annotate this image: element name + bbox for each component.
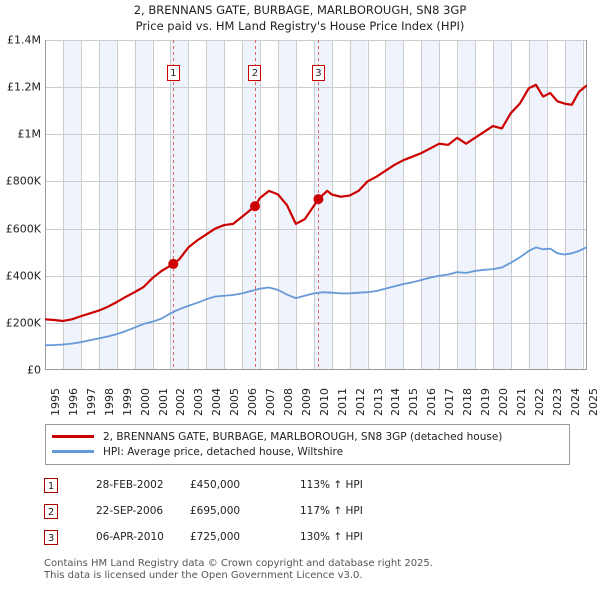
chart-plot-area — [45, 40, 587, 370]
transaction-index-badge: 1 — [44, 477, 58, 493]
year-band — [349, 40, 368, 370]
transaction-hpi-delta: 113% ↑ HPI — [300, 479, 363, 491]
page-title: 2, BRENNANS GATE, BURBAGE, MARLBOROUGH, … — [0, 2, 600, 34]
x-axis-labels: 1995 1996 1997 1998 1999 2000 2001 2002 2003 2004… — [45, 372, 600, 418]
vertical-gridlines — [45, 40, 584, 370]
x-tick-label: 2014 — [389, 388, 403, 416]
y-tick-label: £1M — [17, 127, 42, 141]
x-tick-label: 2018 — [461, 388, 475, 416]
x-tick-label: 2005 — [228, 388, 242, 416]
series-line-price-paid — [45, 83, 587, 323]
x-tick-label: 2006 — [246, 388, 260, 416]
x-tick-label: 2001 — [156, 388, 170, 416]
x-tick-label: 1998 — [102, 388, 116, 416]
x-tick-label: 2022 — [532, 388, 546, 416]
chart-svg — [45, 40, 587, 370]
transaction-date: 28-FEB-2002 — [96, 479, 164, 491]
transaction-index-badge: 2 — [44, 503, 58, 519]
y-tick-label: £400K — [5, 269, 41, 283]
year-band — [98, 40, 117, 370]
x-tick-label: 2002 — [174, 388, 188, 416]
annotation-dot-2[interactable] — [249, 201, 260, 212]
annotation-lines — [173, 40, 319, 370]
x-tick-label: 2021 — [514, 388, 528, 416]
legend-item[interactable]: HPI: Average price, detached house, Wilt… — [52, 444, 563, 459]
table-row[interactable]: 3 06-APR-2010 £725,000 130% ↑ HPI — [44, 524, 464, 550]
transaction-hpi-delta: 130% ↑ HPI — [300, 531, 363, 543]
legend-item[interactable]: 2, BRENNANS GATE, BURBAGE, MARLBOROUGH, … — [52, 429, 563, 444]
series-line-hpi-average — [45, 246, 587, 347]
year-band — [170, 40, 189, 370]
transaction-price: £725,000 — [190, 531, 241, 543]
x-tick-label: 2004 — [210, 388, 224, 416]
x-tick-label: 1999 — [120, 388, 134, 416]
transactions-table: 1 28-FEB-2002 £450,000 113% ↑ HPI 2 22-SEP-20… — [44, 472, 464, 550]
x-tick-label: 1995 — [49, 388, 62, 416]
x-tick-label: 2023 — [550, 388, 564, 416]
x-tick-label: 2003 — [192, 388, 206, 416]
year-band — [492, 40, 511, 370]
x-tick-label: 2015 — [407, 388, 421, 416]
year-band — [528, 40, 547, 370]
y-tick-label: £1.4M — [7, 33, 41, 47]
y-axis-labels: £0 £200K £400K £600K £800K £1M £1.2M £1.4M — [0, 34, 42, 377]
y-tick-label: £200K — [5, 316, 41, 330]
legend-color-swatch — [52, 450, 94, 453]
legend-item-label: HPI: Average price, detached house, Wilt… — [103, 445, 344, 458]
footer-line-1: Contains HM Land Registry data © Crown c… — [44, 558, 433, 569]
footer-line-2: This data is licensed under the Open Gov… — [44, 570, 363, 581]
x-tick-label: 2012 — [353, 388, 367, 416]
x-tick-label: 2008 — [281, 388, 295, 416]
legend-item-label: 2, BRENNANS GATE, BURBAGE, MARLBOROUGH, … — [103, 430, 503, 443]
transaction-price: £450,000 — [190, 479, 241, 491]
x-tick-label: 1996 — [66, 388, 80, 416]
footer-attribution: Contains HM Land Registry data © Crown c… — [44, 558, 574, 582]
x-tick-label: 2025 — [586, 388, 600, 416]
year-bands — [62, 40, 583, 370]
transaction-price: £695,000 — [190, 505, 241, 517]
x-tick-label: 2024 — [568, 388, 582, 416]
transaction-date: 22-SEP-2006 — [96, 505, 164, 517]
annotation-dot-1[interactable] — [168, 258, 179, 269]
annotation-marker-1[interactable]: 1 — [166, 65, 180, 81]
table-row[interactable]: 2 22-SEP-2006 £695,000 117% ↑ HPI — [44, 498, 464, 524]
x-tick-label: 2007 — [264, 388, 277, 416]
x-tick-label: 2010 — [317, 388, 331, 416]
chart-legend: 2, BRENNANS GATE, BURBAGE, MARLBOROUGH, … — [45, 424, 570, 465]
x-tick-label: 2009 — [299, 388, 313, 416]
horizontal-gridlines — [45, 40, 587, 324]
x-tick-label: 2020 — [496, 388, 510, 416]
annotation-marker-2[interactable]: 2 — [248, 65, 262, 81]
legend-color-swatch — [52, 435, 94, 438]
x-tick-label: 1997 — [84, 388, 98, 416]
table-row[interactable]: 1 28-FEB-2002 £450,000 113% ↑ HPI — [44, 472, 464, 498]
transaction-hpi-delta: 117% ↑ HPI — [300, 505, 363, 517]
year-band — [134, 40, 153, 370]
x-tick-label: 2019 — [479, 388, 493, 416]
x-tick-label: 2016 — [425, 388, 439, 416]
x-tick-label: 2011 — [335, 388, 349, 416]
year-band — [457, 40, 476, 370]
title-line-2: Price paid vs. HM Land Registry's House … — [135, 19, 465, 33]
year-band — [62, 40, 81, 370]
x-tick-label: 2000 — [138, 388, 152, 416]
year-band — [421, 40, 440, 370]
title-line-1: 2, BRENNANS GATE, BURBAGE, MARLBOROUGH, … — [133, 3, 467, 17]
annotation-dot-3[interactable] — [313, 194, 324, 205]
year-band — [313, 40, 332, 370]
year-band — [564, 40, 583, 370]
y-tick-label: £800K — [5, 174, 41, 188]
transaction-index-badge: 3 — [44, 529, 58, 545]
y-tick-label: £0 — [27, 363, 41, 377]
x-tick-label: 2013 — [371, 388, 385, 416]
transaction-date: 06-APR-2010 — [96, 531, 164, 543]
year-band — [206, 40, 225, 370]
annotation-marker-3[interactable]: 3 — [311, 65, 325, 81]
y-tick-label: £600K — [5, 222, 41, 236]
x-tick-label: 2017 — [443, 388, 457, 416]
y-tick-label: £1.2M — [7, 80, 41, 94]
year-band — [385, 40, 404, 370]
